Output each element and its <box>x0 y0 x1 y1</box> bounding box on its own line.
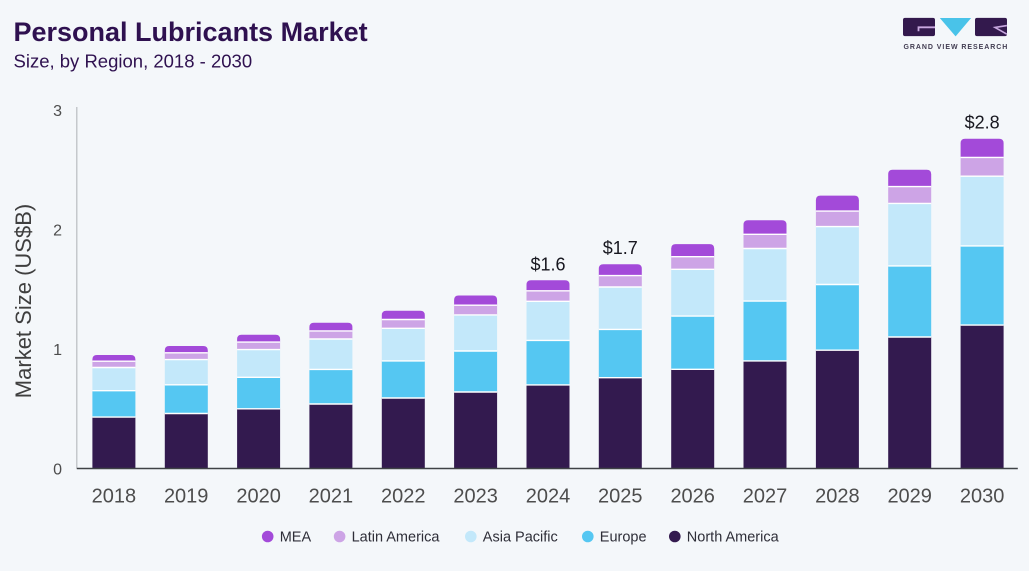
svg-text:0: 0 <box>53 461 62 478</box>
svg-text:$2.8: $2.8 <box>965 113 1000 133</box>
svg-text:Latin America: Latin America <box>352 530 441 546</box>
svg-text:Size, by Region, 2018 - 2030: Size, by Region, 2018 - 2030 <box>14 51 253 72</box>
svg-text:2022: 2022 <box>381 486 426 508</box>
svg-text:2026: 2026 <box>670 486 715 508</box>
svg-text:2025: 2025 <box>598 486 643 508</box>
svg-text:2020: 2020 <box>236 486 281 508</box>
svg-text:2: 2 <box>53 222 62 239</box>
svg-text:2023: 2023 <box>453 486 498 508</box>
svg-text:$1.7: $1.7 <box>603 238 638 258</box>
svg-text:GRAND VIEW RESEARCH: GRAND VIEW RESEARCH <box>904 44 1009 51</box>
svg-text:2027: 2027 <box>743 486 788 508</box>
svg-text:1: 1 <box>53 342 62 359</box>
svg-text:3: 3 <box>53 103 62 120</box>
svg-text:Market Size (US$B): Market Size (US$B) <box>11 204 36 398</box>
svg-text:North America: North America <box>687 530 780 546</box>
svg-text:2019: 2019 <box>164 486 209 508</box>
svg-text:$1.6: $1.6 <box>530 254 565 274</box>
svg-text:2024: 2024 <box>526 486 571 508</box>
svg-text:MEA: MEA <box>280 530 312 546</box>
svg-text:2021: 2021 <box>309 486 354 508</box>
svg-text:2028: 2028 <box>815 486 860 508</box>
svg-text:2030: 2030 <box>960 486 1005 508</box>
svg-text:2029: 2029 <box>887 486 932 508</box>
svg-text:2018: 2018 <box>92 486 137 508</box>
svg-text:Asia Pacific: Asia Pacific <box>483 530 558 546</box>
svg-text:Personal Lubricants Market: Personal Lubricants Market <box>14 17 368 47</box>
svg-text:Europe: Europe <box>600 530 647 546</box>
